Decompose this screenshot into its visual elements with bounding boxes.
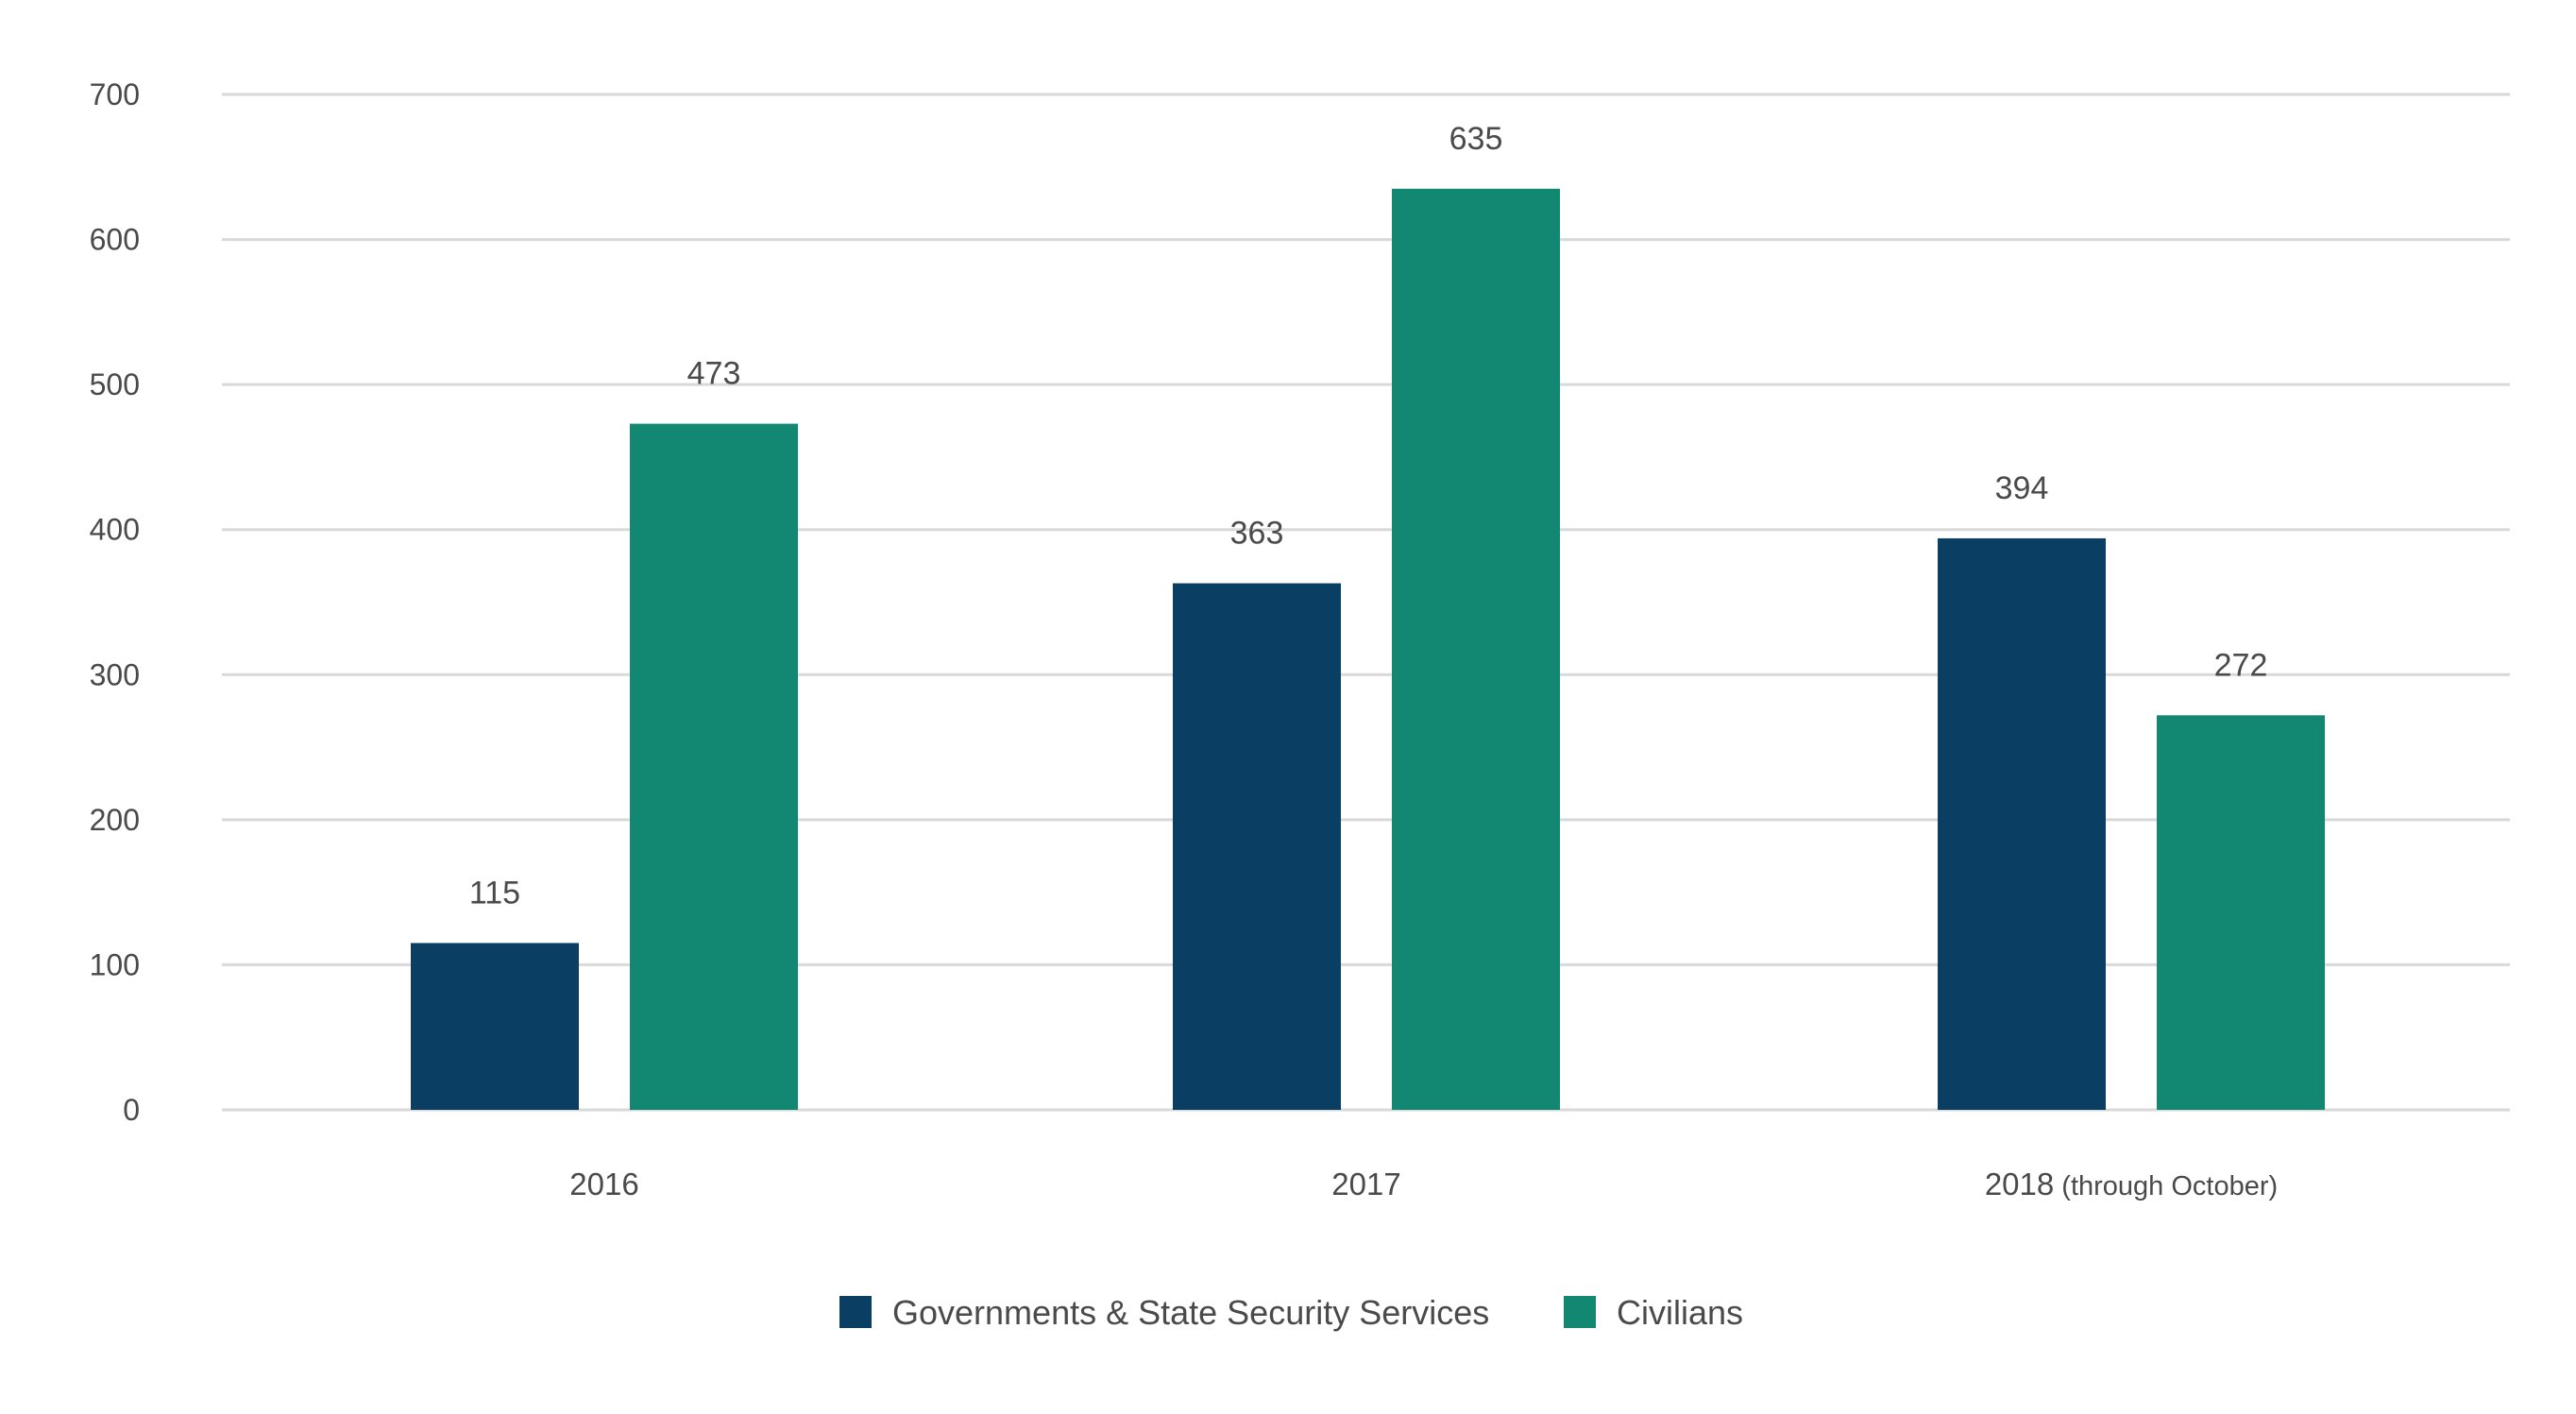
x-category-label-2016: 2016 — [569, 1167, 638, 1201]
data-label-2017-series-0: 363 — [1230, 516, 1284, 552]
bar-2016-series-1 — [630, 423, 798, 1110]
legend: Governments & State Security Services Civ… — [839, 1293, 1743, 1332]
y-tick-label-300: 300 — [90, 657, 140, 691]
data-label-2016-series-1: 473 — [687, 356, 741, 392]
bar-2018-series-1 — [2157, 715, 2325, 1110]
x-category-label-2018: 2018 (through October) — [1985, 1167, 2278, 1201]
legend-label-0: Governments & State Security Services — [892, 1293, 1489, 1332]
y-tick-label-700: 700 — [90, 77, 140, 111]
gridlines — [222, 93, 2510, 1112]
data-label-2017-series-1: 635 — [1449, 121, 1503, 157]
legend-swatch-0 — [839, 1296, 872, 1328]
data-labels: 115 473 363 635 394 272 — [469, 121, 2267, 911]
data-label-2016-series-0: 115 — [469, 875, 520, 911]
bars — [411, 188, 2325, 1111]
legend-label-1: Civilians — [1617, 1293, 1743, 1332]
y-tick-label-0: 0 — [123, 1093, 140, 1127]
legend-swatch-1 — [1564, 1296, 1596, 1328]
y-tick-label-400: 400 — [90, 513, 140, 547]
y-tick-label-200: 200 — [90, 803, 140, 837]
y-tick-label-600: 600 — [90, 223, 140, 257]
x-category-label-2017: 2017 — [1331, 1167, 1400, 1201]
bar-2017-series-0 — [1173, 583, 1341, 1110]
x-axis-categories: 2016 2017 2018 (through October) — [569, 1167, 2278, 1201]
y-tick-label-500: 500 — [90, 367, 140, 401]
bar-2016-series-0 — [411, 943, 579, 1110]
bar-2017-series-1 — [1392, 188, 1560, 1111]
y-tick-label-100: 100 — [90, 947, 140, 981]
bar-2018-series-0 — [1938, 537, 2106, 1110]
y-axis-ticks: 0 100 200 300 400 500 600 700 — [90, 77, 140, 1127]
data-label-2018-series-1: 272 — [2214, 647, 2268, 683]
data-label-2018-series-0: 394 — [1995, 470, 2049, 506]
